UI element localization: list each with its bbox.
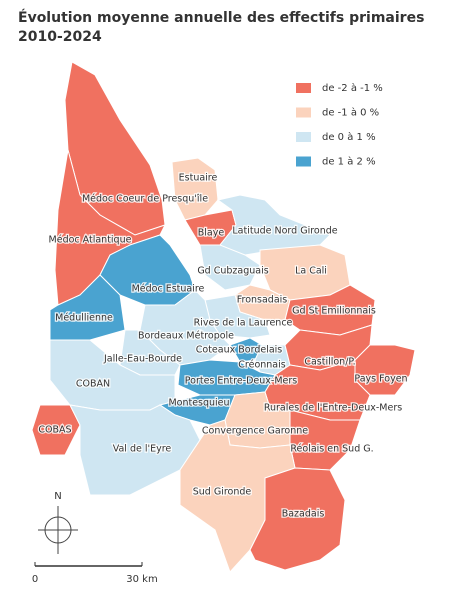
legend-swatch [296,83,311,93]
region-label: Bordeaux Métropole [138,331,234,342]
region-label: Portes Entre-Deux-Mers [185,376,298,387]
region-label: Médoc Estuaire [132,284,205,295]
region-label: COBAS [38,425,71,436]
region-label: Coteaux Bordelais [196,345,283,356]
region-label: Val de l'Eyre [113,444,172,455]
region-label: Estuaire [179,173,218,184]
region-label: Convergence Garonne [202,426,308,437]
region [171,157,219,221]
region-label: Sud Gironde [193,487,252,498]
region [199,244,261,291]
region-label: Médoc Coeur de Presqu'île [82,194,208,205]
legend-swatch [296,132,311,142]
region-label: COBAN [76,379,110,390]
scale-end: 30 km [126,574,157,585]
region [49,339,176,411]
region-label: Blaye [198,228,225,239]
region [99,234,196,306]
region-label: Montesquieu [168,398,229,409]
legend-label: de -1 à 0 % [322,107,379,119]
scale-bar: 0 30 km [32,562,158,585]
region [249,467,346,571]
region-label: Pays Foyen [354,374,407,385]
region [354,344,416,396]
legend-label: de -2 à -1 % [322,82,383,94]
scale-start: 0 [32,574,38,585]
legend-swatch [296,156,311,167]
region-label: Fronsadais [237,295,288,306]
region-label: Médullienne [55,313,113,324]
region-label: La Cali [295,266,327,277]
region-labels: Médoc Coeur de Presqu'île Médoc Atlantiqu… [37,171,409,521]
region-label: Gd Cubzaguais [197,266,268,277]
legend-swatch [296,107,311,118]
legend-label: de 1 à 2 % [322,156,376,168]
region-label: Jalle-Eau-Bourde [103,354,182,365]
title-line: 2010-2024 [18,29,102,45]
north-label: N [54,491,61,502]
legend: de -2 à -1 % de -1 à 0 % de 0 à 1 % de 1 à … [296,82,383,168]
regions [31,61,416,573]
region-label: Gd St Emilionnais [292,306,376,317]
title-line: Évolution moyenne annuelle des effectifs… [18,9,424,26]
region-label: Bazadais [282,509,325,520]
region-label: Rurales de l'Entre-Deux-Mers [264,403,402,414]
region-label: Réolais en Sud G. [290,444,373,455]
region-label: Latitude Nord Gironde [232,226,337,237]
legend-label: de 0 à 1 % [322,131,376,143]
region-label: Rives de la Laurence [194,318,293,329]
region-label: Médoc Atlantique [49,235,132,246]
region-label: Créonnais [238,360,285,371]
north-arrow: N [38,491,78,554]
region-label: Castillon/P. [304,357,355,368]
